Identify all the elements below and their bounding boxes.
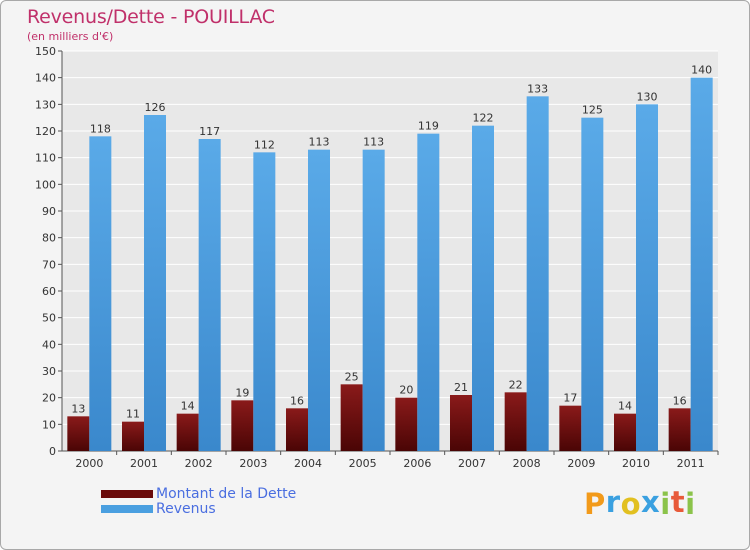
y-tick-label: 40 (42, 338, 56, 351)
value-label-dette: 19 (235, 386, 249, 399)
x-tick-label: 2011 (677, 457, 705, 470)
y-tick-label: 70 (42, 258, 56, 271)
value-label-revenus: 126 (145, 101, 166, 114)
legend-label-dette: Montant de la Dette (156, 486, 297, 502)
plot-area (62, 51, 718, 451)
bar-revenus (362, 149, 385, 451)
y-tick-label: 20 (42, 392, 56, 405)
value-label-revenus: 113 (309, 136, 330, 149)
y-tick-label: 90 (42, 205, 56, 218)
y-tick-label: 120 (35, 125, 56, 138)
logo-letter: o (620, 487, 642, 521)
y-tick-label: 150 (35, 45, 56, 58)
x-tick-label: 2002 (185, 457, 213, 470)
value-label-dette: 20 (399, 384, 413, 397)
value-label-revenus: 119 (418, 120, 439, 133)
logo-letter: x (641, 485, 661, 519)
logo-letter: i (660, 487, 671, 521)
value-label-revenus: 125 (582, 104, 603, 117)
x-tick-label: 2006 (403, 457, 431, 470)
x-tick-label: 2005 (349, 457, 377, 470)
bar-revenus (472, 125, 494, 452)
value-label-revenus: 117 (199, 125, 220, 138)
logo-letter: i (685, 487, 696, 521)
logo-letter: P (584, 487, 606, 521)
value-label-dette: 16 (673, 394, 687, 407)
value-label-dette: 16 (290, 394, 304, 407)
value-label-revenus: 122 (473, 112, 494, 125)
bar-revenus (89, 136, 112, 452)
value-label-dette: 25 (345, 370, 359, 383)
bar-revenus (144, 115, 166, 451)
legend-label-revenus: Revenus (156, 501, 216, 517)
proxiti-logo: Proxiti (584, 485, 696, 521)
bar-dette (395, 397, 418, 451)
logo-letter: r (605, 485, 621, 519)
value-label-revenus: 112 (254, 138, 275, 151)
y-tick-label: 10 (42, 418, 56, 431)
logo-letter: t (670, 485, 686, 519)
x-tick-label: 2008 (513, 457, 541, 470)
chart-title: Revenus/Dette - POUILLAC (27, 6, 275, 28)
value-label-dette: 13 (71, 402, 85, 415)
bar-revenus (253, 152, 276, 452)
y-tick-label: 80 (42, 232, 56, 245)
bar-dette (668, 408, 691, 451)
y-tick-label: 30 (42, 365, 56, 378)
bar-dette (450, 395, 472, 451)
y-tick-label: 140 (35, 72, 56, 85)
y-tick-label: 50 (42, 312, 56, 325)
bar-revenus (690, 77, 713, 452)
bar-revenus (636, 104, 658, 451)
value-label-revenus: 140 (691, 64, 712, 77)
x-tick-label: 2004 (294, 457, 322, 470)
bar-revenus (417, 133, 440, 451)
value-label-dette: 22 (509, 378, 523, 391)
bar-dette (231, 400, 254, 451)
bar-dette (559, 405, 582, 451)
value-label-dette: 14 (618, 400, 632, 413)
x-tick-label: 2010 (622, 457, 650, 470)
legend-swatch-dette (101, 490, 153, 498)
value-label-dette: 21 (454, 381, 468, 394)
bar-revenus (308, 149, 330, 451)
y-tick-label: 100 (35, 178, 56, 191)
x-tick-label: 2003 (239, 457, 267, 470)
value-label-dette: 17 (563, 392, 577, 405)
bar-dette (504, 392, 527, 451)
legend-swatch-revenus (101, 505, 153, 513)
x-tick-label: 2007 (458, 457, 486, 470)
bar-revenus (198, 139, 221, 451)
chart-subtitle: (en milliers d'€) (27, 30, 114, 43)
bar-revenus (581, 117, 604, 452)
bar-dette (176, 413, 199, 451)
y-tick-label: 110 (35, 152, 56, 165)
bar-revenus (526, 96, 549, 451)
x-tick-label: 2009 (567, 457, 595, 470)
y-tick-label: 130 (35, 98, 56, 111)
value-label-revenus: 118 (90, 122, 111, 135)
x-tick-label: 2001 (130, 457, 158, 470)
x-tick-label: 2000 (75, 457, 103, 470)
y-tick-label: 60 (42, 285, 56, 298)
y-tick-label: 0 (49, 445, 56, 458)
bar-dette (122, 421, 144, 451)
value-label-revenus: 130 (637, 90, 658, 103)
value-label-revenus: 113 (363, 136, 384, 149)
bar-dette (340, 384, 363, 451)
value-label-dette: 11 (126, 408, 140, 421)
value-label-dette: 14 (181, 400, 195, 413)
bar-dette (286, 408, 308, 451)
bar-dette (67, 416, 90, 451)
bar-dette (614, 413, 636, 451)
value-label-revenus: 133 (527, 82, 548, 95)
